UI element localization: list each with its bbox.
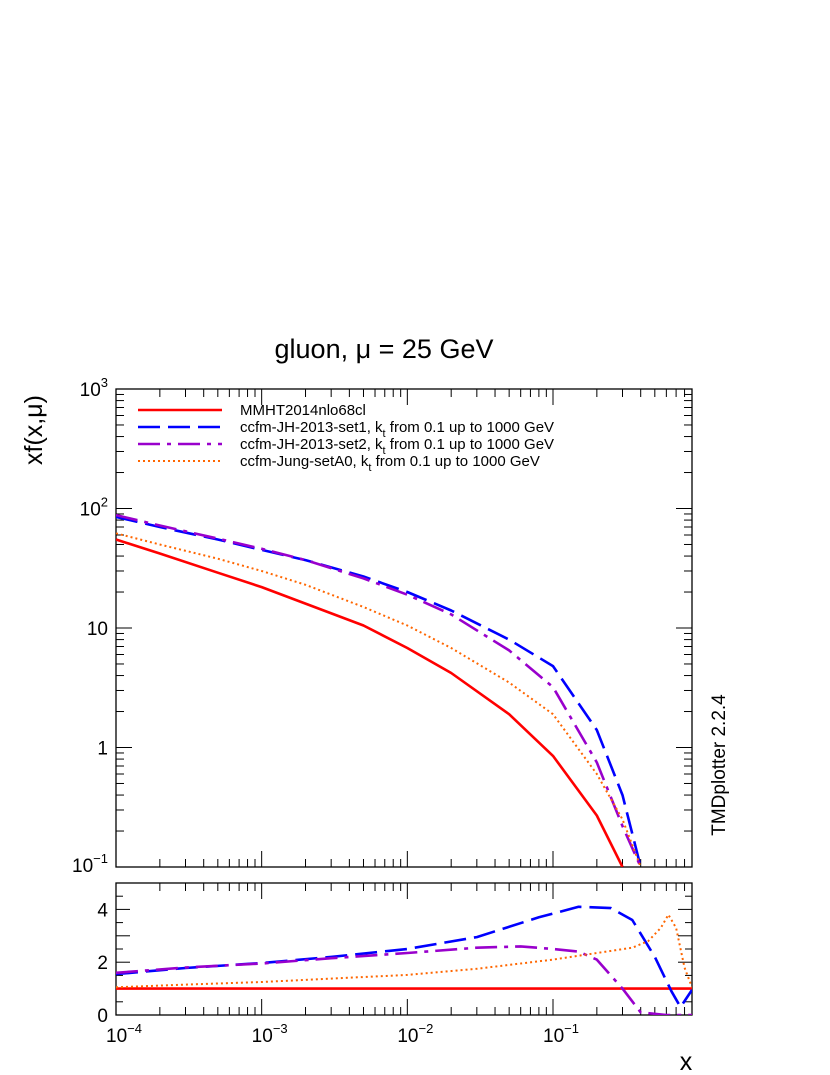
y-tick-label: 102 [80, 495, 108, 521]
legend-label-2: ccfm-JH-2013-set2, kt from 0.1 up to 100… [240, 436, 554, 457]
ratio-y-tick-label: 2 [97, 953, 108, 974]
main-ticks [115, 388, 693, 868]
version-label: TMDplotter 2.2.4 [709, 694, 730, 836]
x-tick-label: 10−4 [106, 1021, 142, 1047]
ratio-series-line-1 [116, 905, 692, 1009]
ratio-series-line-2 [116, 945, 692, 1015]
x-tick-label: 10−1 [543, 1021, 579, 1047]
x-tick-label: 10−3 [252, 1021, 288, 1047]
tick-labels: 10−1 1 10 102 103 10−4 10−3 10−2 10−1 0 2 4 [72, 375, 579, 1047]
ratio-series-line-3 [116, 913, 692, 989]
legend-label-0: MMHT2014nlo68cl [240, 402, 366, 419]
y-tick-label: 10−1 [72, 851, 108, 877]
ratio-ticks [115, 882, 693, 1016]
x-axis-label: x [680, 1048, 693, 1075]
legend-label-3: ccfm-Jung-setA0, kt from 0.1 up to 1000 … [240, 453, 540, 474]
y-tick-label: 1 [97, 739, 108, 760]
main-series-line-3 [116, 532, 642, 867]
main-series-line-0 [116, 538, 624, 867]
ratio-y-tick-label: 0 [97, 1006, 108, 1027]
x-tick-label: 10−2 [397, 1021, 433, 1047]
legend-label-1: ccfm-JH-2013-set1, kt from 0.1 up to 100… [240, 419, 554, 440]
main-series-line-1 [116, 515, 642, 867]
main-series-line-2 [116, 513, 642, 867]
chart-title: gluon, μ = 25 GeV [275, 334, 494, 364]
ratio-series-lines [116, 905, 692, 1015]
main-series-lines [116, 513, 642, 867]
y-tick-label: 103 [80, 375, 108, 401]
ratio-y-tick-label: 4 [97, 900, 108, 921]
y-tick-label: 10 [87, 619, 108, 640]
y-axis-label: xf(x,μ) [20, 395, 48, 465]
